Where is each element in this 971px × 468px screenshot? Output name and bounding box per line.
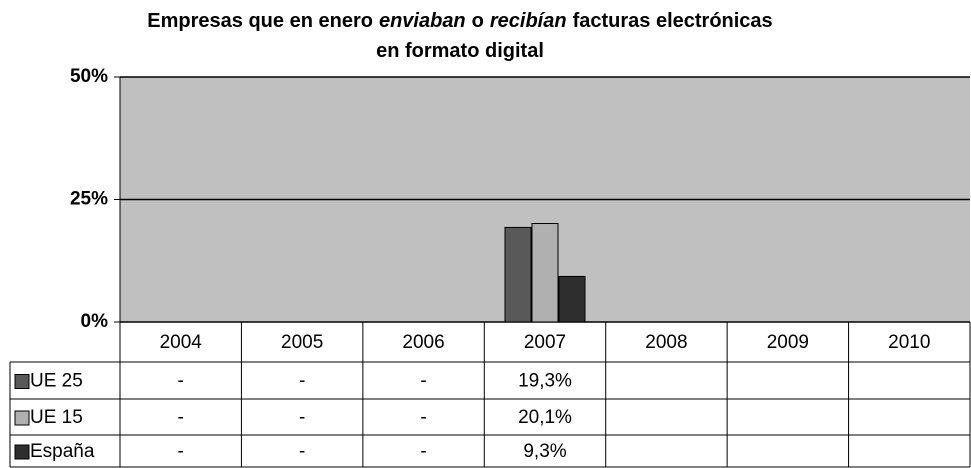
bar xyxy=(558,275,586,323)
data-label: - xyxy=(299,371,305,392)
x-tick-label: 2006 xyxy=(402,332,444,353)
y-tick-label: 25% xyxy=(70,189,108,210)
data-label: - xyxy=(299,407,305,428)
x-tick-label: 2008 xyxy=(645,332,687,353)
data-label: - xyxy=(420,371,426,392)
data-label: 9,3% xyxy=(523,441,566,462)
data-label: 19,3% xyxy=(518,371,572,392)
data-label: - xyxy=(178,407,184,428)
x-tick-label: 2010 xyxy=(888,332,930,353)
title-part: en formato digital xyxy=(376,40,544,62)
x-tick-label: 2004 xyxy=(160,332,203,353)
legend-swatch xyxy=(14,444,30,460)
legend-swatch xyxy=(14,410,30,426)
data-label: - xyxy=(420,407,426,428)
title-part: o xyxy=(472,10,484,32)
title-part: enviaban xyxy=(379,10,466,32)
y-tick-label: 0% xyxy=(81,311,109,332)
bar xyxy=(504,226,532,323)
legend-label: España xyxy=(30,441,95,462)
title-part: Empresas que en enero xyxy=(147,10,373,32)
data-label: 20,1% xyxy=(518,407,572,428)
legend-swatch xyxy=(14,374,30,389)
bar xyxy=(531,223,559,323)
chart-title: Empresas que en enero enviaban o recibían fa… xyxy=(147,10,772,32)
title-part: facturas electrónicas xyxy=(573,10,773,32)
x-tick-label: 2005 xyxy=(281,332,323,353)
x-tick-label: 2007 xyxy=(524,332,566,353)
data-label: - xyxy=(299,441,305,462)
y-tick-label: 50% xyxy=(70,66,108,87)
legend-label: UE 25 xyxy=(30,371,83,392)
title-part: recibían xyxy=(490,10,567,32)
data-label: - xyxy=(178,371,184,392)
x-tick-label: 2009 xyxy=(767,332,809,353)
legend-label: UE 15 xyxy=(30,407,83,428)
data-label: - xyxy=(178,441,184,462)
data-label: - xyxy=(420,441,426,462)
chart-title: en formato digital xyxy=(376,40,544,62)
